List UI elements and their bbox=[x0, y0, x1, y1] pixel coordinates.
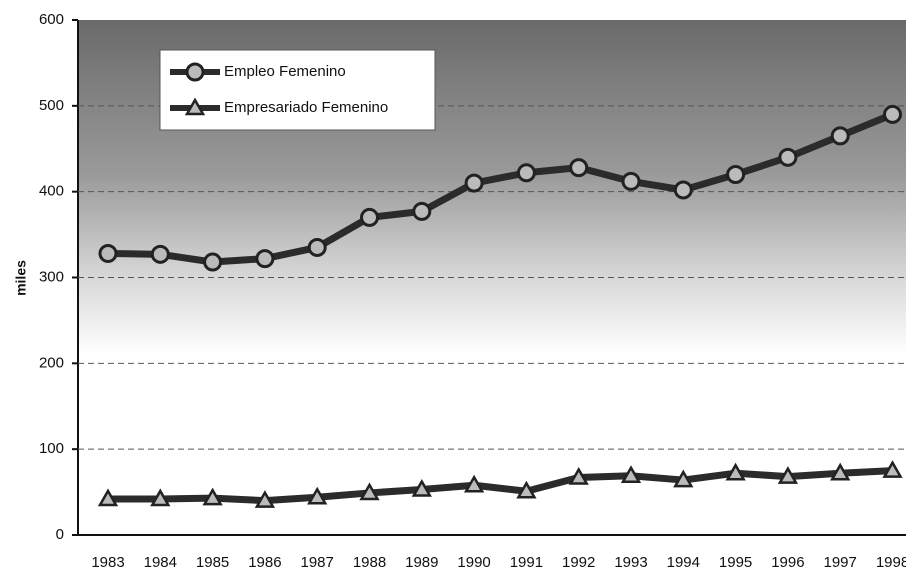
point bbox=[778, 147, 798, 167]
point bbox=[830, 126, 850, 146]
x-tick-label: 1989 bbox=[405, 554, 438, 571]
point bbox=[97, 488, 119, 507]
point bbox=[98, 243, 118, 263]
point bbox=[882, 460, 903, 478]
x-tick-label: 1986 bbox=[248, 554, 281, 571]
point bbox=[184, 97, 206, 116]
legend-box bbox=[159, 49, 436, 131]
point bbox=[150, 488, 171, 507]
point bbox=[516, 480, 537, 499]
point bbox=[568, 466, 589, 485]
point bbox=[464, 173, 484, 193]
point bbox=[777, 466, 799, 484]
legend-label: Empleo Femenino bbox=[224, 63, 346, 80]
y-axis-label: miles bbox=[13, 260, 29, 296]
point bbox=[830, 462, 851, 481]
point bbox=[203, 252, 223, 272]
legend-label: Empresariado Femenino bbox=[224, 99, 388, 116]
y-tick-label: 0 bbox=[56, 526, 64, 543]
y-tick-label: 300 bbox=[39, 268, 64, 285]
x-tick-label: 1992 bbox=[562, 554, 595, 571]
point bbox=[202, 487, 223, 506]
x-tick-label: 1985 bbox=[196, 554, 229, 571]
point bbox=[726, 165, 746, 184]
x-tick-label: 1991 bbox=[510, 554, 543, 571]
x-tick-label: 1983 bbox=[91, 554, 124, 571]
x-tick-label: 1988 bbox=[353, 554, 386, 571]
x-tick-label: 1998 bbox=[876, 554, 906, 571]
y-tick-label: 400 bbox=[39, 183, 64, 200]
x-tick-label: 1984 bbox=[144, 554, 177, 571]
point bbox=[673, 469, 694, 488]
point bbox=[516, 163, 536, 183]
point bbox=[307, 237, 327, 257]
point bbox=[620, 465, 642, 484]
point bbox=[307, 486, 328, 505]
point bbox=[254, 490, 276, 508]
point bbox=[411, 478, 432, 497]
point bbox=[883, 104, 902, 124]
point bbox=[255, 249, 275, 269]
point bbox=[463, 474, 485, 493]
y-tick-label: 200 bbox=[39, 354, 64, 371]
y-tick-label: 600 bbox=[39, 11, 64, 28]
x-tick-label: 1994 bbox=[667, 554, 700, 571]
x-tick-label: 1990 bbox=[457, 554, 490, 571]
point bbox=[621, 171, 641, 191]
x-tick-label: 1995 bbox=[719, 554, 752, 571]
point bbox=[359, 482, 380, 501]
point bbox=[673, 180, 693, 200]
y-tick-label: 100 bbox=[39, 440, 64, 457]
point bbox=[185, 62, 205, 82]
point bbox=[360, 207, 379, 227]
x-tick-label: 1993 bbox=[614, 554, 647, 571]
point bbox=[150, 244, 170, 264]
x-tick-label: 1997 bbox=[824, 554, 857, 571]
series-line bbox=[108, 467, 893, 505]
point bbox=[569, 158, 589, 178]
x-tick-label: 1987 bbox=[301, 554, 334, 571]
point bbox=[725, 462, 746, 481]
point bbox=[412, 201, 432, 221]
series-line bbox=[107, 111, 894, 266]
y-tick-label: 500 bbox=[39, 97, 64, 114]
x-tick-label: 1996 bbox=[771, 554, 804, 571]
